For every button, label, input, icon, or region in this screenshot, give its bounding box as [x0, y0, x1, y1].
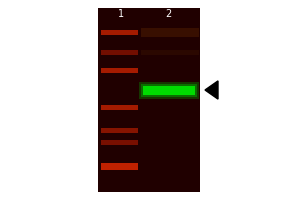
Text: 36: 36 — [84, 126, 94, 134]
Text: 72: 72 — [84, 86, 94, 95]
Text: 96: 96 — [84, 66, 94, 74]
Text: 17: 17 — [84, 162, 94, 170]
Text: 28: 28 — [85, 138, 94, 146]
Text: 10: 10 — [84, 178, 94, 188]
Text: 250: 250 — [80, 27, 94, 36]
Text: 1: 1 — [118, 9, 124, 19]
Polygon shape — [205, 81, 218, 99]
Text: 2: 2 — [165, 9, 171, 19]
Text: 130: 130 — [80, 47, 94, 56]
Text: 55: 55 — [84, 102, 94, 112]
